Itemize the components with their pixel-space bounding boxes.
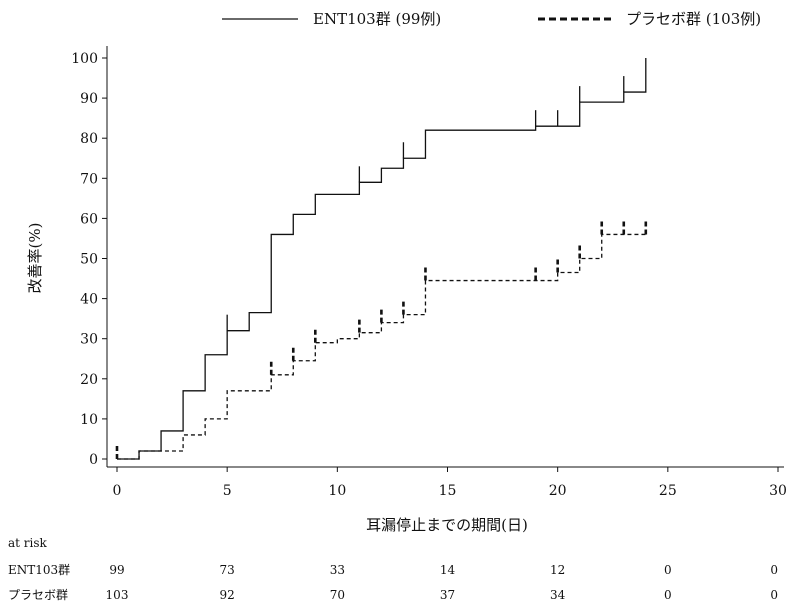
legend-label-2: プラセボ群 (103例) xyxy=(626,10,761,28)
at-risk-cell: 0 xyxy=(664,563,672,577)
at-risk-cell: 0 xyxy=(770,563,778,577)
x-tick-label: 0 xyxy=(113,483,122,499)
x-tick-label: 5 xyxy=(223,483,232,499)
x-tick-label: 25 xyxy=(659,483,677,499)
at-risk-cell: 70 xyxy=(330,588,345,601)
x-tick-label: 20 xyxy=(549,483,567,499)
y-tick-label: 20 xyxy=(80,372,98,388)
x-axis-label: 耳漏停止までの期間(日) xyxy=(366,516,528,534)
y-tick-label: 90 xyxy=(80,91,98,107)
y-axis-label: 改善率(%) xyxy=(26,223,44,294)
at-risk-cell: 12 xyxy=(550,563,565,577)
x-tick-label: 15 xyxy=(439,483,457,499)
at-risk-cell: 33 xyxy=(330,563,345,577)
series-line-1 xyxy=(117,58,647,460)
at-risk-cell: 73 xyxy=(220,563,235,577)
series-line-2 xyxy=(117,233,646,460)
at-risk-cell: 0 xyxy=(664,588,672,601)
at-risk-cell: 103 xyxy=(106,588,129,601)
at-risk-cell: 99 xyxy=(109,563,124,577)
y-tick-label: 10 xyxy=(80,412,98,428)
axes: 0 10 20 30 40 50 60 70 80 90 100 0 5 10 15 20 25 30 xyxy=(71,46,787,499)
y-tick-label: 100 xyxy=(71,51,98,67)
at-risk-table: at risk ENT103群 99 73 33 14 12 0 0 プラセボ群 103 92 70 37… xyxy=(8,536,778,601)
y-tick-label: 40 xyxy=(80,292,98,308)
at-risk-cell: 14 xyxy=(440,563,456,577)
at-risk-cell: 37 xyxy=(440,588,455,601)
at-risk-cell: 34 xyxy=(550,588,566,601)
at-risk-title: at risk xyxy=(8,536,48,550)
y-tick-label: 60 xyxy=(80,211,98,227)
y-tick-label: 0 xyxy=(89,452,98,468)
plot-lines xyxy=(115,58,648,460)
x-tick-label: 10 xyxy=(328,483,346,499)
at-risk-cell: 92 xyxy=(220,588,235,601)
at-risk-row-label: ENT103群 xyxy=(8,563,70,577)
y-tick-label: 30 xyxy=(80,332,98,348)
at-risk-cell: 0 xyxy=(770,588,778,601)
y-tick-label: 50 xyxy=(80,252,98,268)
legend-label-1: ENT103群 (99例) xyxy=(313,10,441,28)
x-tick-label: 30 xyxy=(769,483,787,499)
y-tick-label: 80 xyxy=(80,131,98,147)
legend: ENT103群 (99例) プラセボ群 (103例) xyxy=(222,10,761,28)
y-tick-label: 70 xyxy=(80,171,98,187)
at-risk-row-label: プラセボ群 xyxy=(8,588,68,601)
